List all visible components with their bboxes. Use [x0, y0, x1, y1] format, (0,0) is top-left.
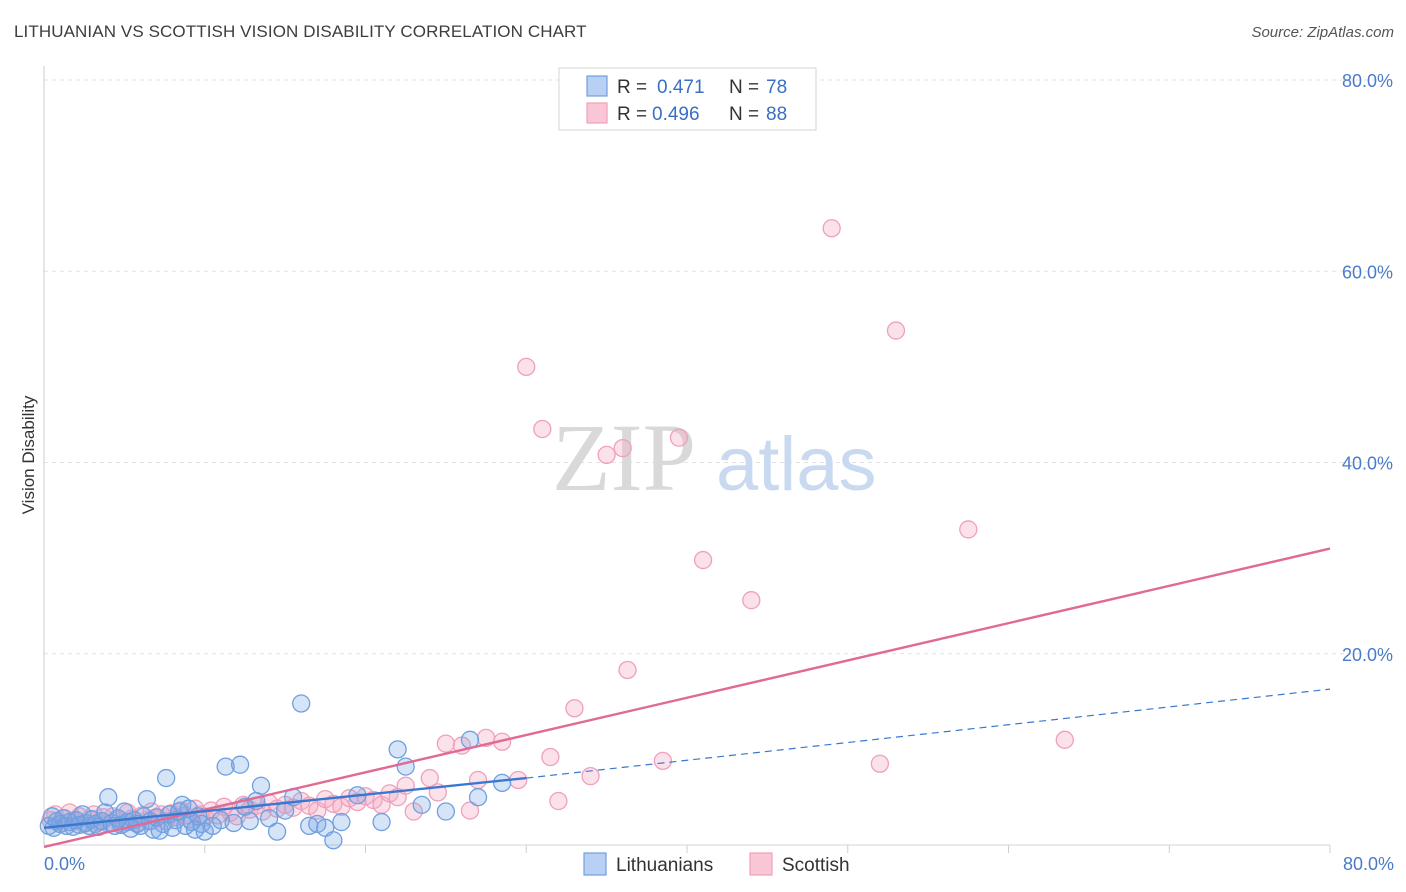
scottish-point	[618, 660, 637, 680]
legend-n-value-scottish: 88	[766, 104, 787, 125]
lithuanian-point	[224, 813, 243, 833]
bottom-legend: Lithuanians Scottish	[583, 852, 850, 876]
lithuanian-point	[372, 812, 391, 832]
legend-n-value-lithuanian: 78	[766, 77, 787, 98]
lithuanian-point	[324, 831, 343, 850]
lithuanian-point	[240, 811, 259, 831]
lithuanian-point	[230, 755, 250, 774]
scottish-point	[541, 747, 560, 767]
legend-swatch-scottish	[586, 102, 608, 124]
lithuanian-trend-line-dashed	[526, 688, 1331, 779]
scottish-point	[653, 751, 673, 770]
legend-r-label-scottish: R =	[617, 104, 647, 125]
lithuanian-point	[99, 788, 118, 807]
scottish-point	[693, 550, 713, 570]
lithuanian-point	[412, 795, 431, 814]
scottish-point	[460, 801, 480, 820]
legend-n-label-scottish: N =	[729, 104, 759, 125]
lithuanian-point	[137, 789, 157, 809]
lithuanian-point	[216, 757, 235, 776]
y-axis-title: Vision Disability	[19, 395, 38, 514]
y-tick-label: 60.0%	[1342, 262, 1393, 282]
lithuanian-point	[267, 822, 287, 841]
bottom-legend-label-scottish: Scottish	[782, 855, 850, 876]
lithuanian-point	[259, 809, 279, 828]
legend: R = 0.471 N = 78 R = 0.496 N = 88	[558, 67, 817, 131]
legend-r-label-lithuanian: R =	[617, 77, 647, 98]
scottish-point	[959, 520, 978, 539]
x-tick-label-min: 0.0%	[44, 854, 85, 874]
y-tick-label: 40.0%	[1342, 454, 1393, 474]
lithuanian-point	[157, 768, 176, 788]
scottish-point	[742, 591, 761, 610]
scottish-point	[822, 219, 841, 238]
legend-r-value-lithuanian: 0.471	[657, 77, 705, 98]
scottish-point	[613, 439, 632, 458]
scottish-point	[549, 791, 568, 811]
lithuanian-trend-line	[43, 776, 527, 829]
scottish-point	[420, 768, 439, 788]
scottish-point	[517, 357, 536, 377]
watermark-atlas: atlas	[716, 422, 877, 507]
bottom-legend-swatch-lithuanians	[583, 852, 607, 876]
scottish-series	[41, 219, 1074, 834]
watermark: ZIP atlas	[552, 404, 877, 511]
lithuanian-point	[388, 740, 407, 759]
y-tick-label: 80.0%	[1342, 71, 1393, 91]
scottish-point	[669, 428, 689, 447]
lithuanian-point	[332, 812, 351, 832]
trend-lines	[43, 547, 1331, 849]
legend-swatch-lithuanian	[586, 75, 608, 97]
watermark-zip: ZIP	[552, 404, 696, 511]
chart-source: Source: ZipAtlas.com	[1251, 24, 1394, 41]
x-tick-label-max: 80.0%	[1343, 854, 1394, 874]
scottish-point	[870, 754, 890, 773]
legend-n-label-lithuanian: N =	[729, 77, 759, 98]
scottish-point	[886, 321, 906, 340]
scottish-trend-line	[43, 547, 1331, 849]
bottom-legend-swatch-scottish	[749, 852, 773, 876]
scottish-point	[1055, 730, 1074, 749]
y-tick-label: 20.0%	[1342, 645, 1393, 665]
scottish-point	[468, 770, 488, 790]
lithuanian-point	[251, 776, 271, 795]
chart-title: LITHUANIAN VS SCOTTISH VISION DISABILITY…	[14, 22, 587, 41]
scottish-point	[565, 699, 584, 718]
scottish-point	[533, 419, 552, 439]
lithuanian-point	[492, 773, 512, 792]
lithuanian-point	[468, 788, 488, 807]
legend-r-value-scottish: 0.496	[652, 104, 700, 125]
scottish-point	[597, 445, 616, 465]
lithuanian-point	[292, 694, 311, 713]
bottom-legend-label-lithuanians: Lithuanians	[616, 855, 713, 876]
scottish-point	[581, 767, 600, 786]
scottish-point	[436, 734, 456, 753]
lithuanian-series	[39, 694, 512, 850]
y-tick-labels: 20.0% 40.0% 60.0% 80.0%	[1342, 71, 1393, 665]
lithuanian-point	[436, 802, 456, 821]
